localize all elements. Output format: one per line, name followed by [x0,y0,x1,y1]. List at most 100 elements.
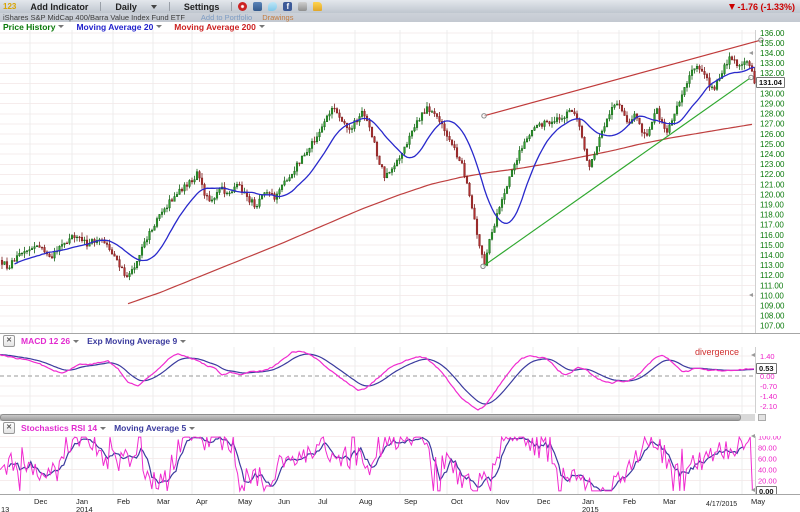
scrollbar-thumb[interactable] [0,414,741,421]
candle-body [70,235,74,240]
candle-body [728,56,731,65]
logo-icon[interactable]: 123 [3,2,17,11]
candle-body [285,180,289,182]
candle-body [478,234,481,247]
candle-body [193,179,196,183]
candle-body [383,166,386,178]
scrollbar-button[interactable] [758,414,766,421]
candle-body [570,109,574,113]
stochastics-chart: 100.00 80.00 60.00 40.00 20.00 [0,436,781,494]
candle-body [290,174,294,178]
timeframe-select[interactable]: Daily [115,2,157,12]
month-label: Jul [318,497,328,506]
twitter-icon[interactable] [268,2,278,11]
axis-marker-icon [751,353,755,357]
candle-body [180,188,184,192]
price-tick-label: 124.00 [760,150,785,159]
stoch-overlay-label[interactable]: Moving Average 5 [114,423,187,433]
candle-body [735,59,739,67]
candle-body [360,110,364,117]
candle-body [233,186,236,193]
candle-body [168,199,171,209]
candle-body [543,120,546,127]
month-label: Sep [404,497,418,506]
close-icon[interactable]: ✕ [3,335,15,347]
candle-body [480,245,484,255]
candle-body [268,192,271,194]
candle-body [63,242,66,245]
price-tick-label: 136.00 [760,30,785,38]
month-label: Feb [117,497,130,506]
candle-body [715,80,719,90]
chevron-down-icon [100,426,107,430]
candle-body [618,103,621,106]
close-icon[interactable]: ✕ [3,422,15,434]
candle-body [315,136,319,143]
candle-body [83,239,86,241]
candle-body [390,168,394,173]
legend-price-history[interactable]: Price History [3,21,56,32]
candle-body [745,61,749,63]
stoch-indicator-label[interactable]: Stochastics RSI 14 [21,423,98,433]
add-indicator-button[interactable]: Add Indicator [30,1,89,12]
legend-moving-average-20[interactable]: Moving Average 20 [76,21,154,32]
candle-body [450,139,454,145]
camera-icon[interactable] [298,2,308,11]
year-label: 2015 [582,505,599,512]
folder-icon[interactable] [313,2,323,11]
candle-body [325,115,329,122]
candle-body [485,252,489,266]
candle-body [710,86,714,88]
price-tick-label: 133.00 [760,59,785,68]
candle-body [685,83,689,88]
candle-body [555,117,559,122]
alarm-icon[interactable] [238,2,248,11]
add-to-portfolio-link[interactable]: Add to Portfolio [200,13,253,22]
legend-moving-average-200[interactable]: Moving Average 200 [174,21,256,32]
settings-button[interactable]: Settings [183,1,220,12]
candle-body [298,162,301,164]
candle-body [580,126,584,138]
candle-body [435,113,439,117]
candle-body [500,199,504,208]
candle-body [653,113,656,123]
green-support [482,76,752,267]
candle-body [85,239,89,247]
axis-marker-icon [751,434,755,438]
macd-tick-label: -2.10 [760,402,777,411]
month-label: Aug [359,497,373,506]
macd-overlay-label[interactable]: Exp Moving Average 9 [87,336,178,346]
candle-body [740,64,744,66]
chart-scrollbar[interactable] [0,414,755,421]
candle-body [203,184,206,196]
price-tick-label: 117.00 [760,221,784,230]
macd-indicator-label[interactable]: MACD 12 26 [21,336,71,346]
candle-body [188,180,191,187]
toolbar: 123 Add Indicator Daily Settings f -1.76… [0,0,800,13]
candle-body [115,255,119,260]
stoch-tick-label: 100.00 [758,436,781,441]
price-tick-label: 127.00 [760,120,785,129]
toolbar-divider [231,2,233,11]
price-change-readout: -1.76 (-1.33%) [729,2,795,12]
candle-body [215,192,219,199]
candle-body [410,130,414,137]
candle-body [690,69,694,76]
facebook-icon[interactable]: f [283,2,293,11]
stoch-rsi-line [0,436,753,493]
price-tick-label: 116.00 [760,231,784,240]
candle-body [255,206,259,208]
candle-body [418,120,421,122]
candle-body [208,195,211,202]
drawings-link[interactable]: Drawings [262,13,294,22]
candle-body [333,107,336,110]
candle-body [460,160,464,164]
candle-body [408,135,411,145]
stoch-tick-label: 20.00 [758,476,777,485]
candle-body [623,110,626,116]
candle-body [668,124,671,133]
linkedin-icon[interactable] [253,2,263,11]
price-tick-label: 109.00 [760,302,785,311]
